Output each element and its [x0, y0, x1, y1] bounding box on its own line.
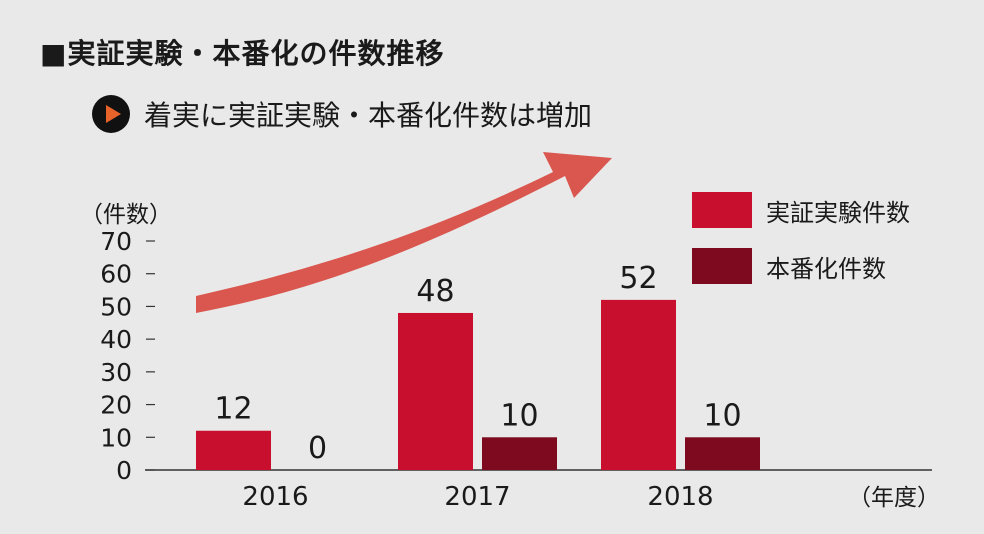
- bar-2018-series-1: [601, 299, 676, 470]
- x-tick-label-2016: 2016: [242, 482, 308, 512]
- data-label-2017-series-1: 48: [416, 274, 454, 309]
- legend-swatch-series-1: [692, 192, 752, 228]
- y-tick-label-30: 30: [100, 358, 132, 387]
- y-tick-label-60: 60: [100, 260, 132, 289]
- play-circle-icon: [92, 95, 130, 133]
- data-label-2016-series-1: 12: [214, 392, 252, 427]
- chart-legend: 実証実験件数 本番化件数: [692, 192, 910, 304]
- chart-subtitle: 着実に実証実験・本番化件数は増加: [144, 99, 593, 132]
- data-label-2016-series-2: 0: [308, 431, 327, 466]
- bar-2017-series-1: [398, 312, 473, 470]
- subtitle-row: 着実に実証実験・本番化件数は増加: [92, 94, 592, 134]
- legend-label-series-2: 本番化件数: [766, 254, 886, 283]
- page-title: ■実証実験・本番化の件数推移: [40, 37, 445, 70]
- y-axis-label: （件数）: [80, 202, 172, 228]
- bar-2016-series-1: [196, 430, 271, 470]
- legend-swatch-series-2: [692, 248, 752, 284]
- x-tick-label-2018: 2018: [647, 482, 713, 512]
- data-label-2017-series-2: 10: [500, 398, 538, 433]
- bar-2018-series-2: [685, 437, 760, 470]
- y-tick-label-70: 70: [100, 227, 132, 256]
- bar-2017-series-2: [482, 437, 557, 470]
- legend-label-series-1: 実証実験件数: [766, 198, 910, 227]
- data-label-2018-series-2: 10: [703, 398, 741, 433]
- labels-layer: 010203040506070（件数）（年度）12020164810201752…: [80, 202, 940, 512]
- legend-item-series-2: 本番化件数: [692, 248, 910, 284]
- bars-layer: [196, 299, 760, 470]
- trend-arrow: [196, 152, 612, 313]
- trend-arrow-layer: [196, 152, 612, 313]
- y-tick-label-20: 20: [100, 391, 132, 420]
- y-tick-label-10: 10: [100, 423, 132, 452]
- y-tick-label-50: 50: [100, 292, 132, 321]
- data-label-2018-series-1: 52: [619, 261, 657, 296]
- y-tick-label-0: 0: [116, 456, 132, 485]
- x-axis-label: （年度）: [848, 485, 940, 511]
- y-tick-label-40: 40: [100, 325, 132, 354]
- legend-item-series-1: 実証実験件数: [692, 192, 910, 228]
- x-tick-label-2017: 2017: [444, 482, 510, 512]
